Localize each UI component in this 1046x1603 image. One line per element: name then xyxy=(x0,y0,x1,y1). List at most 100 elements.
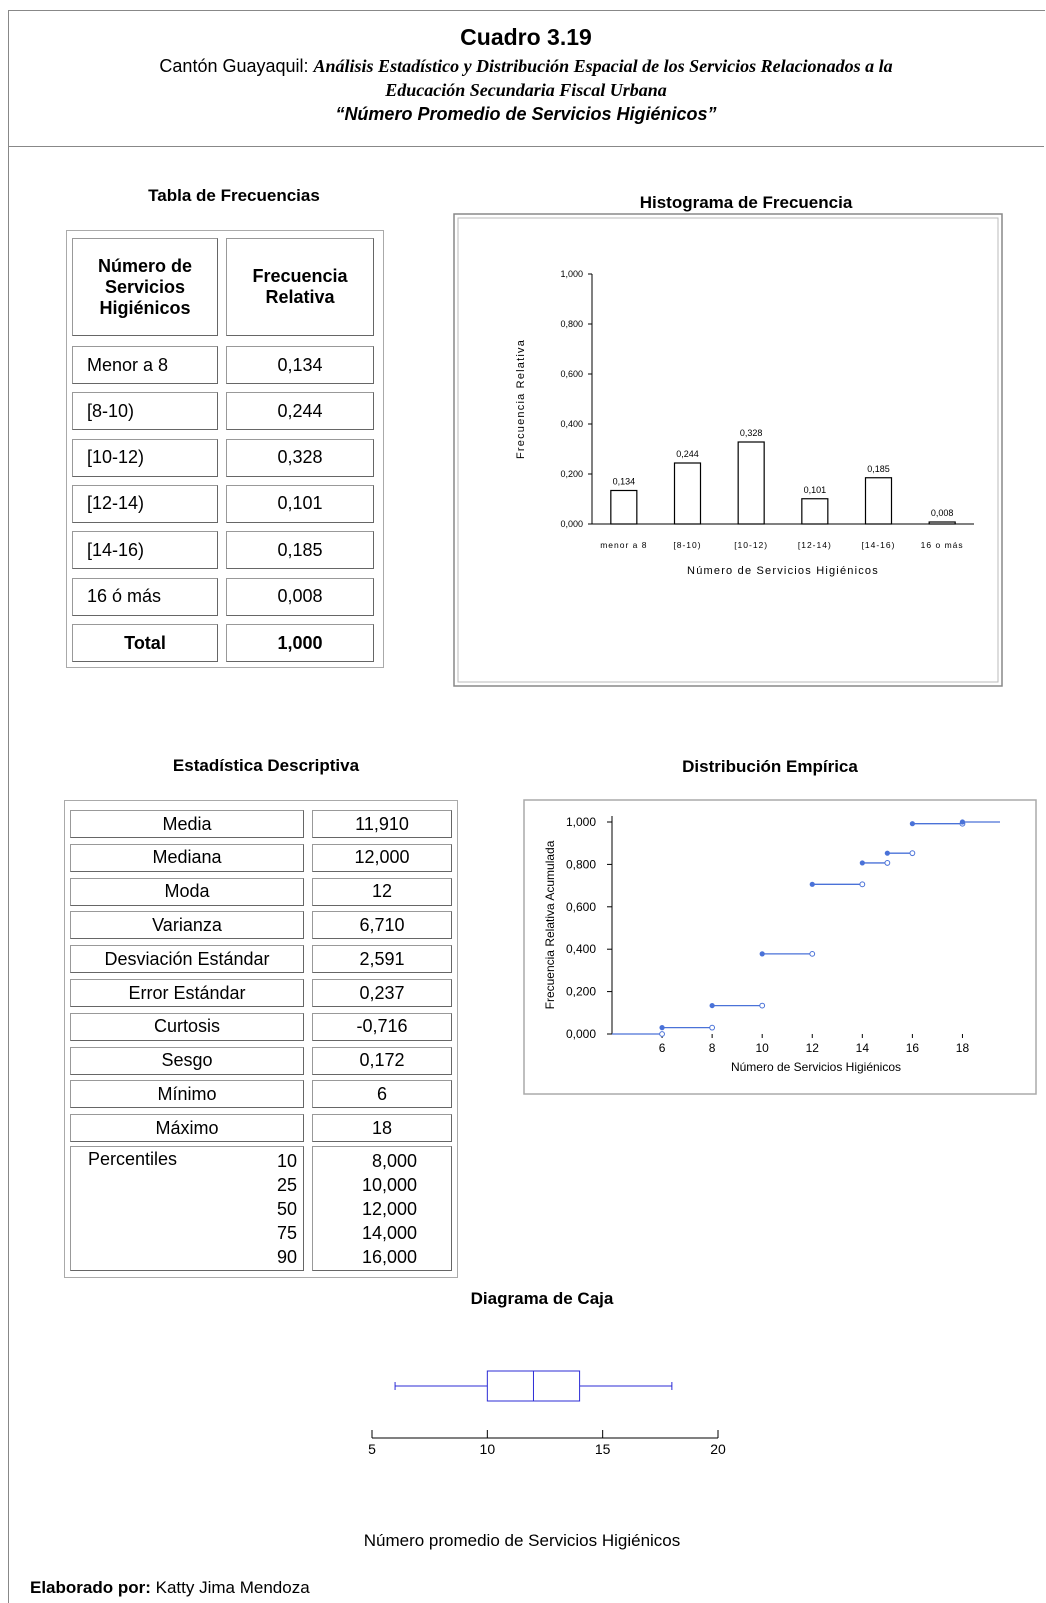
boxplot-title: Diagrama de Caja xyxy=(471,1289,614,1308)
box-x-tick-label: 20 xyxy=(710,1441,726,1457)
stat-label: Máximo xyxy=(70,1114,304,1143)
percentile-value: 10,000 xyxy=(361,1175,417,1195)
percentile-value: 14,000 xyxy=(361,1223,417,1243)
stat-label: Mínimo xyxy=(70,1080,304,1109)
ecdf-x-tick-label: 6 xyxy=(659,1041,666,1055)
freq-col-header-relative: Frecuencia Relativa xyxy=(226,238,374,336)
hist-bar-label: 0,244 xyxy=(676,449,699,459)
stat-label: Media xyxy=(70,810,304,838)
freq-row-value: 0,244 xyxy=(226,392,374,431)
footer-label: Elaborado por: xyxy=(30,1578,151,1597)
hist-x-tick-label: [12-14) xyxy=(798,540,832,550)
stats-table-title: Estadística Descriptiva xyxy=(172,756,360,775)
header-subtitle-line2: Educación Secundaria Fiscal Urbana xyxy=(385,80,667,100)
ecdf-point-open xyxy=(909,850,916,857)
stat-label: Error Estándar xyxy=(70,979,304,1007)
hist-bar xyxy=(801,498,829,525)
stat-label: Varianza xyxy=(70,911,304,940)
percentile-value: 12,000 xyxy=(361,1199,417,1219)
ecdf-y-tick-label: 0,000 xyxy=(566,1027,596,1041)
freq-table: Número de Servicios Higiénicos Frecuenci… xyxy=(66,230,384,668)
ecdf-point-closed xyxy=(659,1025,665,1031)
ecdf-point-open xyxy=(759,1002,766,1009)
percentile-key: 75 xyxy=(276,1223,297,1243)
box-x-tick-label: 15 xyxy=(595,1441,611,1457)
freq-row-label: 16 ó más xyxy=(72,577,218,616)
stat-value: 11,910 xyxy=(312,810,452,838)
histogram-chart: Histograma de Frecuencia 0,000 0,200 0,400… xyxy=(453,193,1003,687)
ecdf-x-tick-label: 14 xyxy=(856,1041,870,1055)
footer-name: Katty Jima Mendoza xyxy=(150,1578,310,1597)
percentile-key: 50 xyxy=(276,1199,297,1219)
ecdf-y-tick-label: 0,600 xyxy=(566,900,596,914)
ecdf-point-closed xyxy=(759,951,765,957)
percentile-keys: 10 25 50 75 90 xyxy=(261,1149,297,1269)
ecdf-y-tick-label: 0,400 xyxy=(566,942,596,956)
stat-label: Mediana xyxy=(70,843,304,872)
stat-label: Moda xyxy=(70,877,304,906)
hist-x-tick-label: [14-16) xyxy=(862,540,896,550)
stat-label: Curtosis xyxy=(70,1012,304,1041)
freq-row-label: [8-10) xyxy=(72,392,218,431)
hist-bar-label: 0,134 xyxy=(613,477,636,487)
stat-value: 6 xyxy=(312,1080,452,1109)
ecdf-x-tick-label: 8 xyxy=(709,1041,716,1055)
freq-row-value: 0,328 xyxy=(226,438,374,477)
hist-bar xyxy=(673,462,702,525)
stat-value: 2,591 xyxy=(312,945,452,974)
freq-table-title: Tabla de Frecuencias xyxy=(148,186,320,205)
freq-row-value: 0,101 xyxy=(226,484,374,523)
hist-y-label: Frecuencia Relativa xyxy=(515,339,527,459)
page-title: Cuadro 3.19 xyxy=(460,24,592,50)
footer: Elaborado por: Katty Jima Mendoza xyxy=(30,1578,310,1598)
stat-value: 12 xyxy=(312,877,452,906)
ecdf-y-tick-label: 0,800 xyxy=(566,857,596,871)
hist-y-tick-label: 0,000 xyxy=(560,519,583,529)
page-frame xyxy=(8,10,1045,1603)
percentiles-label-cell: Percentiles 10 25 50 75 90 xyxy=(70,1146,304,1271)
freq-row-label: [12-14) xyxy=(72,484,218,523)
hist-bar-label: 0,101 xyxy=(804,485,827,495)
hist-y-tick-label: 0,800 xyxy=(560,319,583,329)
stat-label: Sesgo xyxy=(70,1046,304,1075)
header-prefix: Cantón Guayaquil: xyxy=(159,56,314,76)
header-italic: Análisis Estadístico y Distribución Espa… xyxy=(313,56,893,76)
ecdf-y-tick-label: 1,000 xyxy=(566,815,596,829)
percentile-value: 8,000 xyxy=(371,1151,417,1171)
histogram-plot: 0,000 0,200 0,400 0,600 0,800 1,000 0,134 menor… xyxy=(515,269,974,577)
hist-x-tick-label: [10-12) xyxy=(734,540,768,550)
hist-x-label: Número de Servicios Higiénicos xyxy=(687,565,879,577)
box-x-tick-label: 10 xyxy=(480,1441,496,1457)
stat-value: 12,000 xyxy=(312,843,452,872)
stat-value: 6,710 xyxy=(312,911,452,940)
ecdf-point-closed xyxy=(809,881,815,887)
hist-bar-label: 0,008 xyxy=(931,508,954,518)
header-subtitle-line3: “Número Promedio de Servicios Higiénicos… xyxy=(335,104,717,124)
freq-row-value: 0,008 xyxy=(226,577,374,616)
ecdf-point-closed xyxy=(959,819,966,825)
freq-row-label: [10-12) xyxy=(72,438,218,477)
ecdf-x-tick-label: 10 xyxy=(756,1041,770,1055)
ecdf-title: Distribución Empírica xyxy=(682,757,858,776)
ecdf-point-closed xyxy=(909,821,915,827)
percentile-key: 90 xyxy=(276,1247,297,1267)
ecdf-point-closed xyxy=(884,850,890,856)
percentile-key: 10 xyxy=(276,1151,297,1171)
hist-bar-label: 0,328 xyxy=(740,428,763,438)
ecdf-point-open xyxy=(809,950,816,957)
freq-row-label: Menor a 8 xyxy=(72,346,218,384)
ecdf-x-label: Número de Servicios Higiénicos xyxy=(731,1060,901,1074)
percentiles-label: Percentiles xyxy=(88,1149,178,1169)
header-subtitle-line1: Cantón Guayaquil: Análisis Estadístico y… xyxy=(8,56,1044,77)
ecdf-x-tick-label: 12 xyxy=(806,1041,820,1055)
freq-row-label: [14-16) xyxy=(72,531,218,570)
ecdf-x-tick-label: 16 xyxy=(906,1041,920,1055)
ecdf-point-open xyxy=(859,881,866,888)
boxplot-xlabel: Número promedio de Servicios Higiénicos xyxy=(364,1531,681,1550)
ecdf-point-closed xyxy=(859,860,865,866)
stat-value: 18 xyxy=(312,1114,452,1143)
ecdf-point-open xyxy=(659,1031,665,1037)
ecdf-point-open xyxy=(884,860,891,866)
hist-bar xyxy=(864,477,893,525)
percentile-values: 8,000 10,000 12,000 14,000 16,000 xyxy=(313,1149,417,1269)
